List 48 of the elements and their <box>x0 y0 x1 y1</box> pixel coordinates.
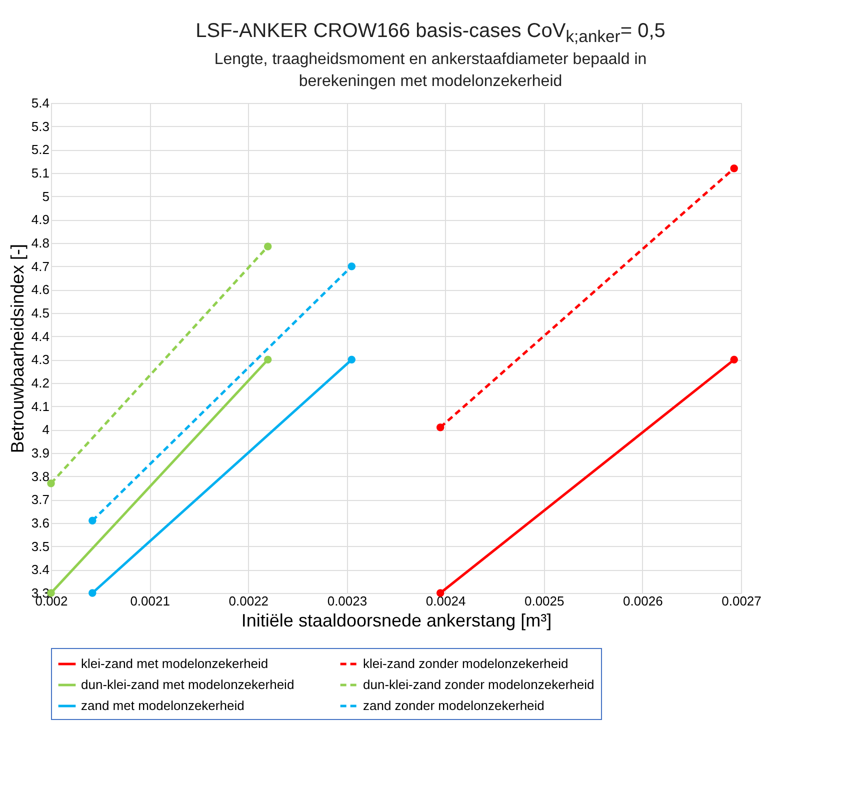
y-tick-label: 3.4 <box>31 562 50 578</box>
y-tick-label: 4.6 <box>31 282 50 298</box>
point <box>88 516 96 525</box>
y-tick-label: 4.9 <box>31 212 50 228</box>
y-tick-label: 4 <box>42 422 50 438</box>
point <box>88 589 96 598</box>
y-tick-label: 4.1 <box>31 399 50 414</box>
point <box>264 242 272 251</box>
y-tick-label: 4.2 <box>31 376 50 391</box>
x-tick-label: 0.0025 <box>524 594 564 609</box>
x-tick-label: 0.0022 <box>228 594 269 609</box>
y-tick-label: 5.4 <box>31 96 50 111</box>
x-tick-label: 0.0026 <box>623 594 663 609</box>
y-axis-title: Betrouwbaarheidsindex [-] <box>7 244 28 454</box>
point <box>730 356 738 364</box>
y-tick-label: 4.4 <box>31 329 50 344</box>
legend-label: dun-klei-zand met modelonzekerheid <box>81 677 294 692</box>
y-tick-label: 3.9 <box>31 446 50 461</box>
y-tick-label: 3.6 <box>31 516 50 531</box>
x-tick-label: 0.0023 <box>327 594 368 609</box>
x-tick-label: 0.0027 <box>722 594 762 609</box>
y-tick-label: 4.3 <box>31 352 50 368</box>
point <box>348 262 356 270</box>
y-tick-label: 3.8 <box>31 469 50 484</box>
legend-label: zand zonder modelonzekerheid <box>363 698 544 714</box>
x-tick-label: 0.0021 <box>130 594 170 609</box>
y-tick-label: 3.5 <box>31 539 50 554</box>
legend-label: dun-klei-zand zonder modelonzekerheid <box>363 677 594 692</box>
legend-label: zand met modelonzekerheid <box>81 698 244 714</box>
x-tick-label: 0.0024 <box>426 594 466 609</box>
y-tick-label: 4.5 <box>31 306 50 321</box>
y-tick-label: 5 <box>42 189 50 204</box>
chart-title: LSF-ANKER CROW166 basis-cases CoV$_{k;anker}$= 0,5 <box>194 20 666 47</box>
legend-label: klei-zand met modelonzekerheid <box>81 656 268 672</box>
point <box>47 480 55 488</box>
chart-subtitle: Lengte, traagheidsmoment en ankerstaafdiameter bepaald in berekeningen met modelonzekerheid <box>213 50 648 92</box>
y-tick-label: 4.8 <box>31 236 50 251</box>
point <box>348 356 356 364</box>
point <box>730 164 738 172</box>
y-tick-label: 5.1 <box>31 166 50 181</box>
y-tick-label: 5.3 <box>31 119 50 134</box>
point <box>264 356 272 364</box>
x-axis-title: Initiële staaldoorsnede ankerstang [m³] <box>241 610 552 631</box>
y-tick-label: 4.7 <box>31 259 50 274</box>
y-tick-label: 5.2 <box>31 142 50 158</box>
legend-label: klei-zand zonder modelonzekerheid <box>363 656 568 672</box>
point <box>436 424 444 432</box>
y-tick-label: 3.7 <box>31 492 50 508</box>
